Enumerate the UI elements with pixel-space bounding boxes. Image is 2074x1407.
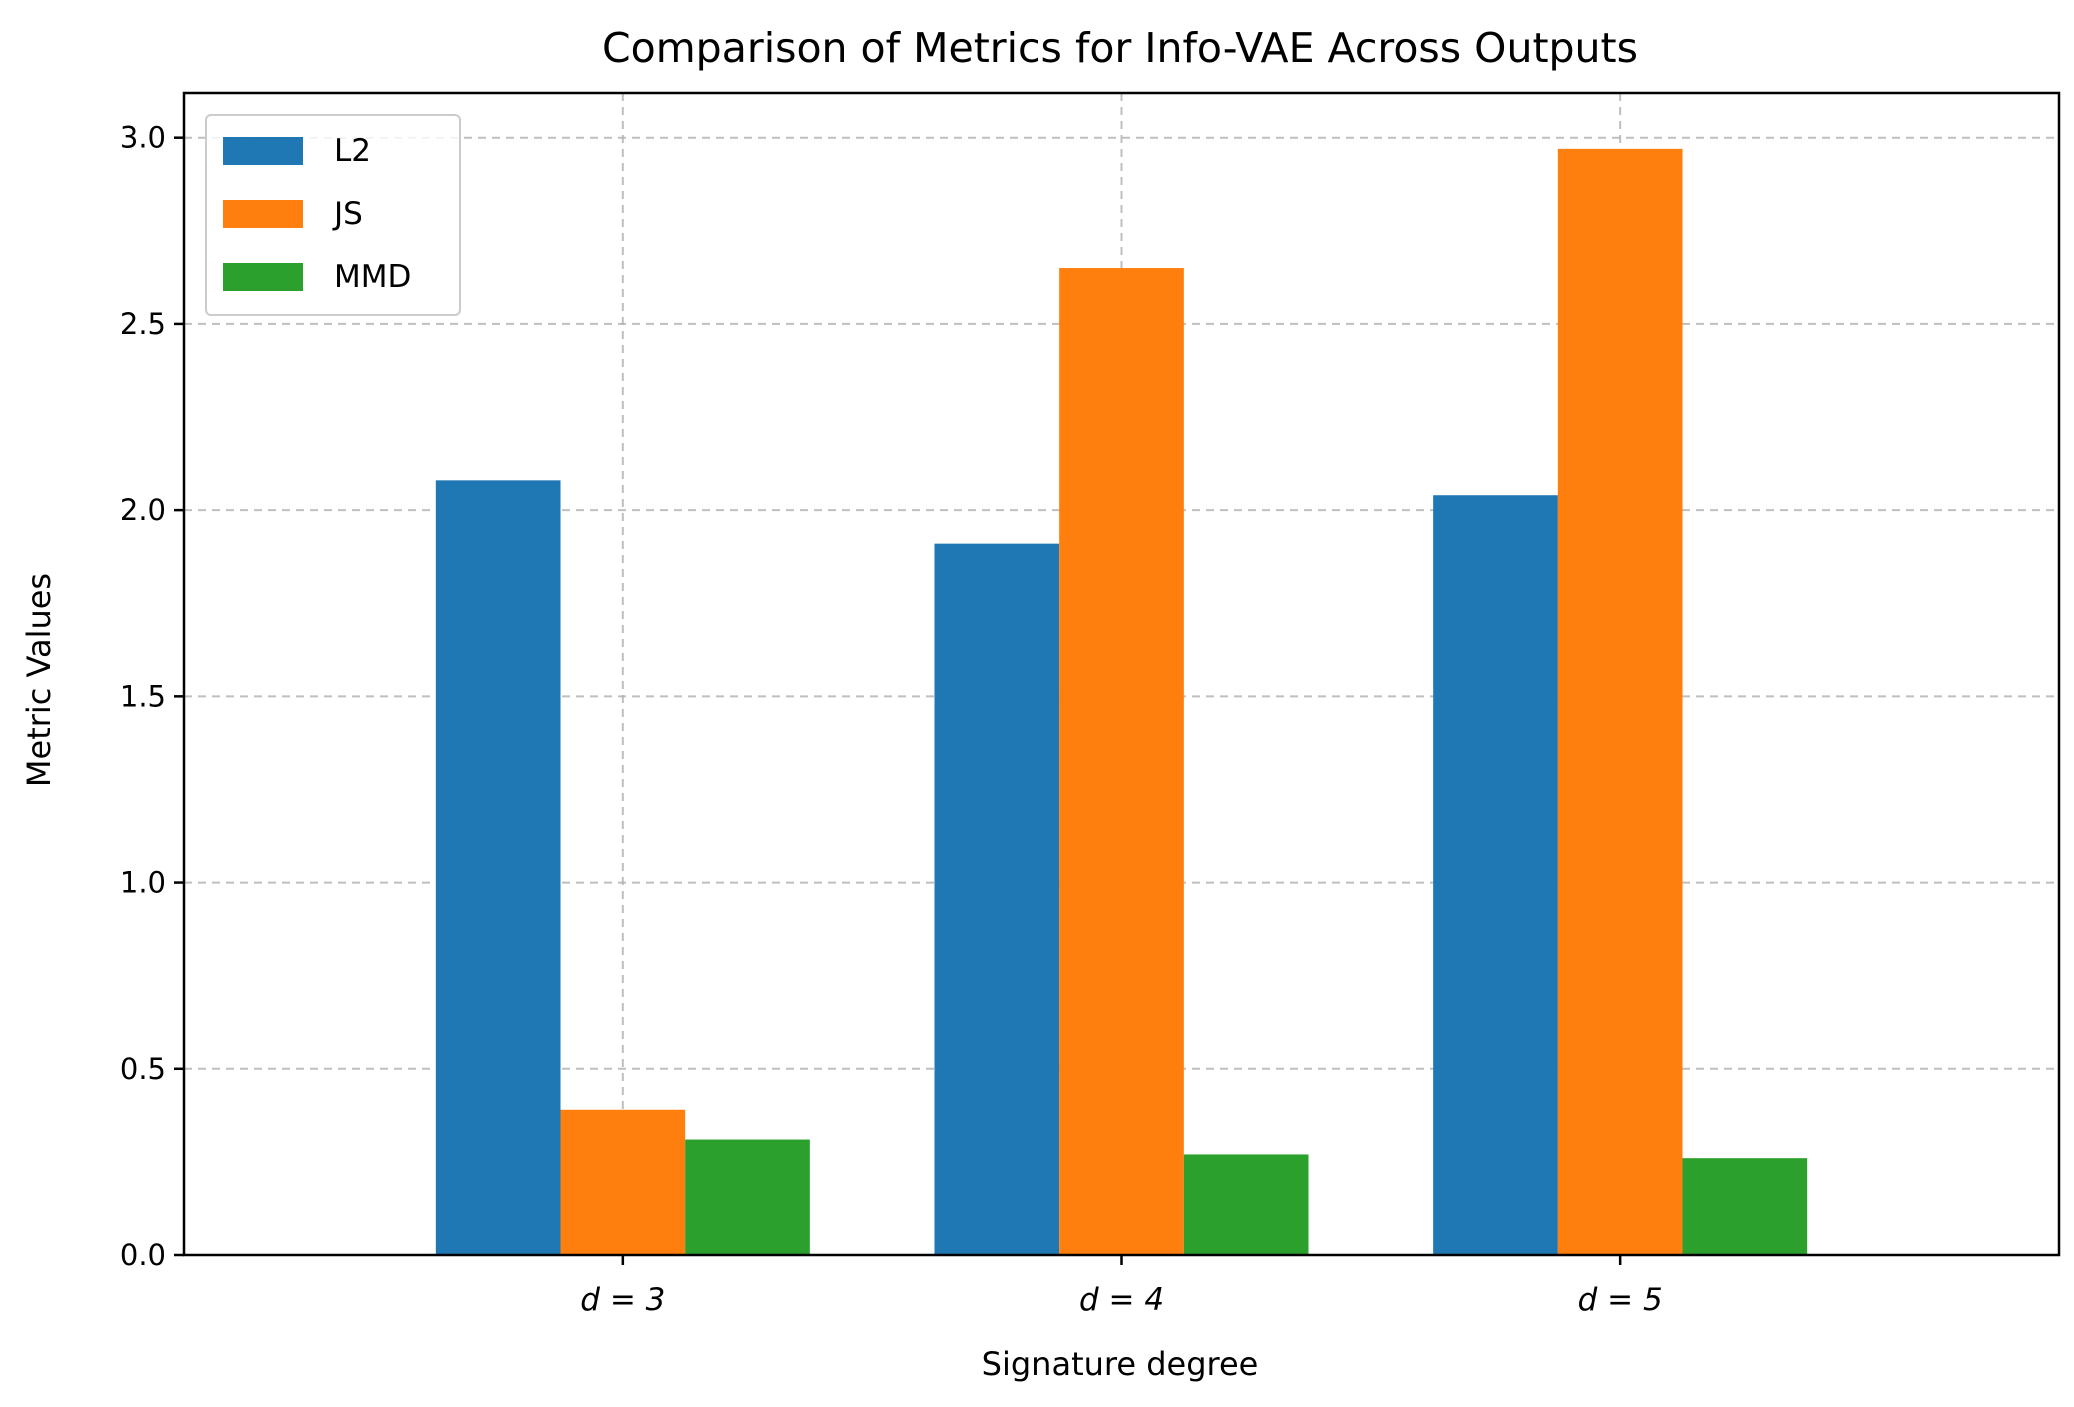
bar-mmd-2	[1183, 1154, 1309, 1255]
y-tick-label: 1.5	[120, 679, 166, 713]
legend-swatch-mmd	[223, 263, 303, 291]
bar-l2-3	[1433, 495, 1558, 1255]
bar-mmd-1	[685, 1139, 810, 1255]
y-tick-label: 2.0	[120, 493, 166, 527]
x-tick-label: d = 5	[1578, 1282, 1663, 1318]
legend: L2 JS MMD	[205, 114, 461, 316]
bar-js-2	[1059, 268, 1184, 1255]
x-tick-label: d = 4	[1079, 1282, 1164, 1318]
y-tick-label: 2.5	[120, 307, 166, 341]
bar-mmd-3	[1682, 1158, 1808, 1255]
legend-label-mmd: MMD	[334, 259, 411, 295]
bar-js-1	[560, 1109, 686, 1255]
bar-l2-2	[934, 543, 1060, 1255]
y-axis-ticks: 0.0 0.5 1.0 1.5 2.0 2.5 3.0	[120, 121, 184, 1272]
chart-title: Comparison of Metrics for Info-VAE Acros…	[602, 24, 1638, 72]
y-tick-label: 1.0	[120, 866, 166, 900]
y-tick-label: 0.0	[120, 1238, 166, 1272]
y-tick-label: 3.0	[120, 121, 166, 155]
x-axis-ticks: d = 3 d = 4 d = 5	[580, 1255, 1663, 1318]
bar-l2-1	[435, 480, 561, 1255]
legend-swatch-js	[223, 200, 303, 228]
legend-swatch-l2	[223, 137, 303, 165]
legend-label-l2: L2	[334, 133, 371, 169]
x-tick-label: d = 3	[580, 1282, 665, 1318]
bars	[435, 148, 1808, 1256]
y-tick-label: 0.5	[120, 1052, 166, 1086]
legend-label-js: JS	[332, 196, 363, 232]
x-axis-label: Signature degree	[982, 1345, 1259, 1383]
bar-js-3	[1557, 148, 1683, 1256]
y-axis-label: Metric Values	[20, 573, 58, 787]
